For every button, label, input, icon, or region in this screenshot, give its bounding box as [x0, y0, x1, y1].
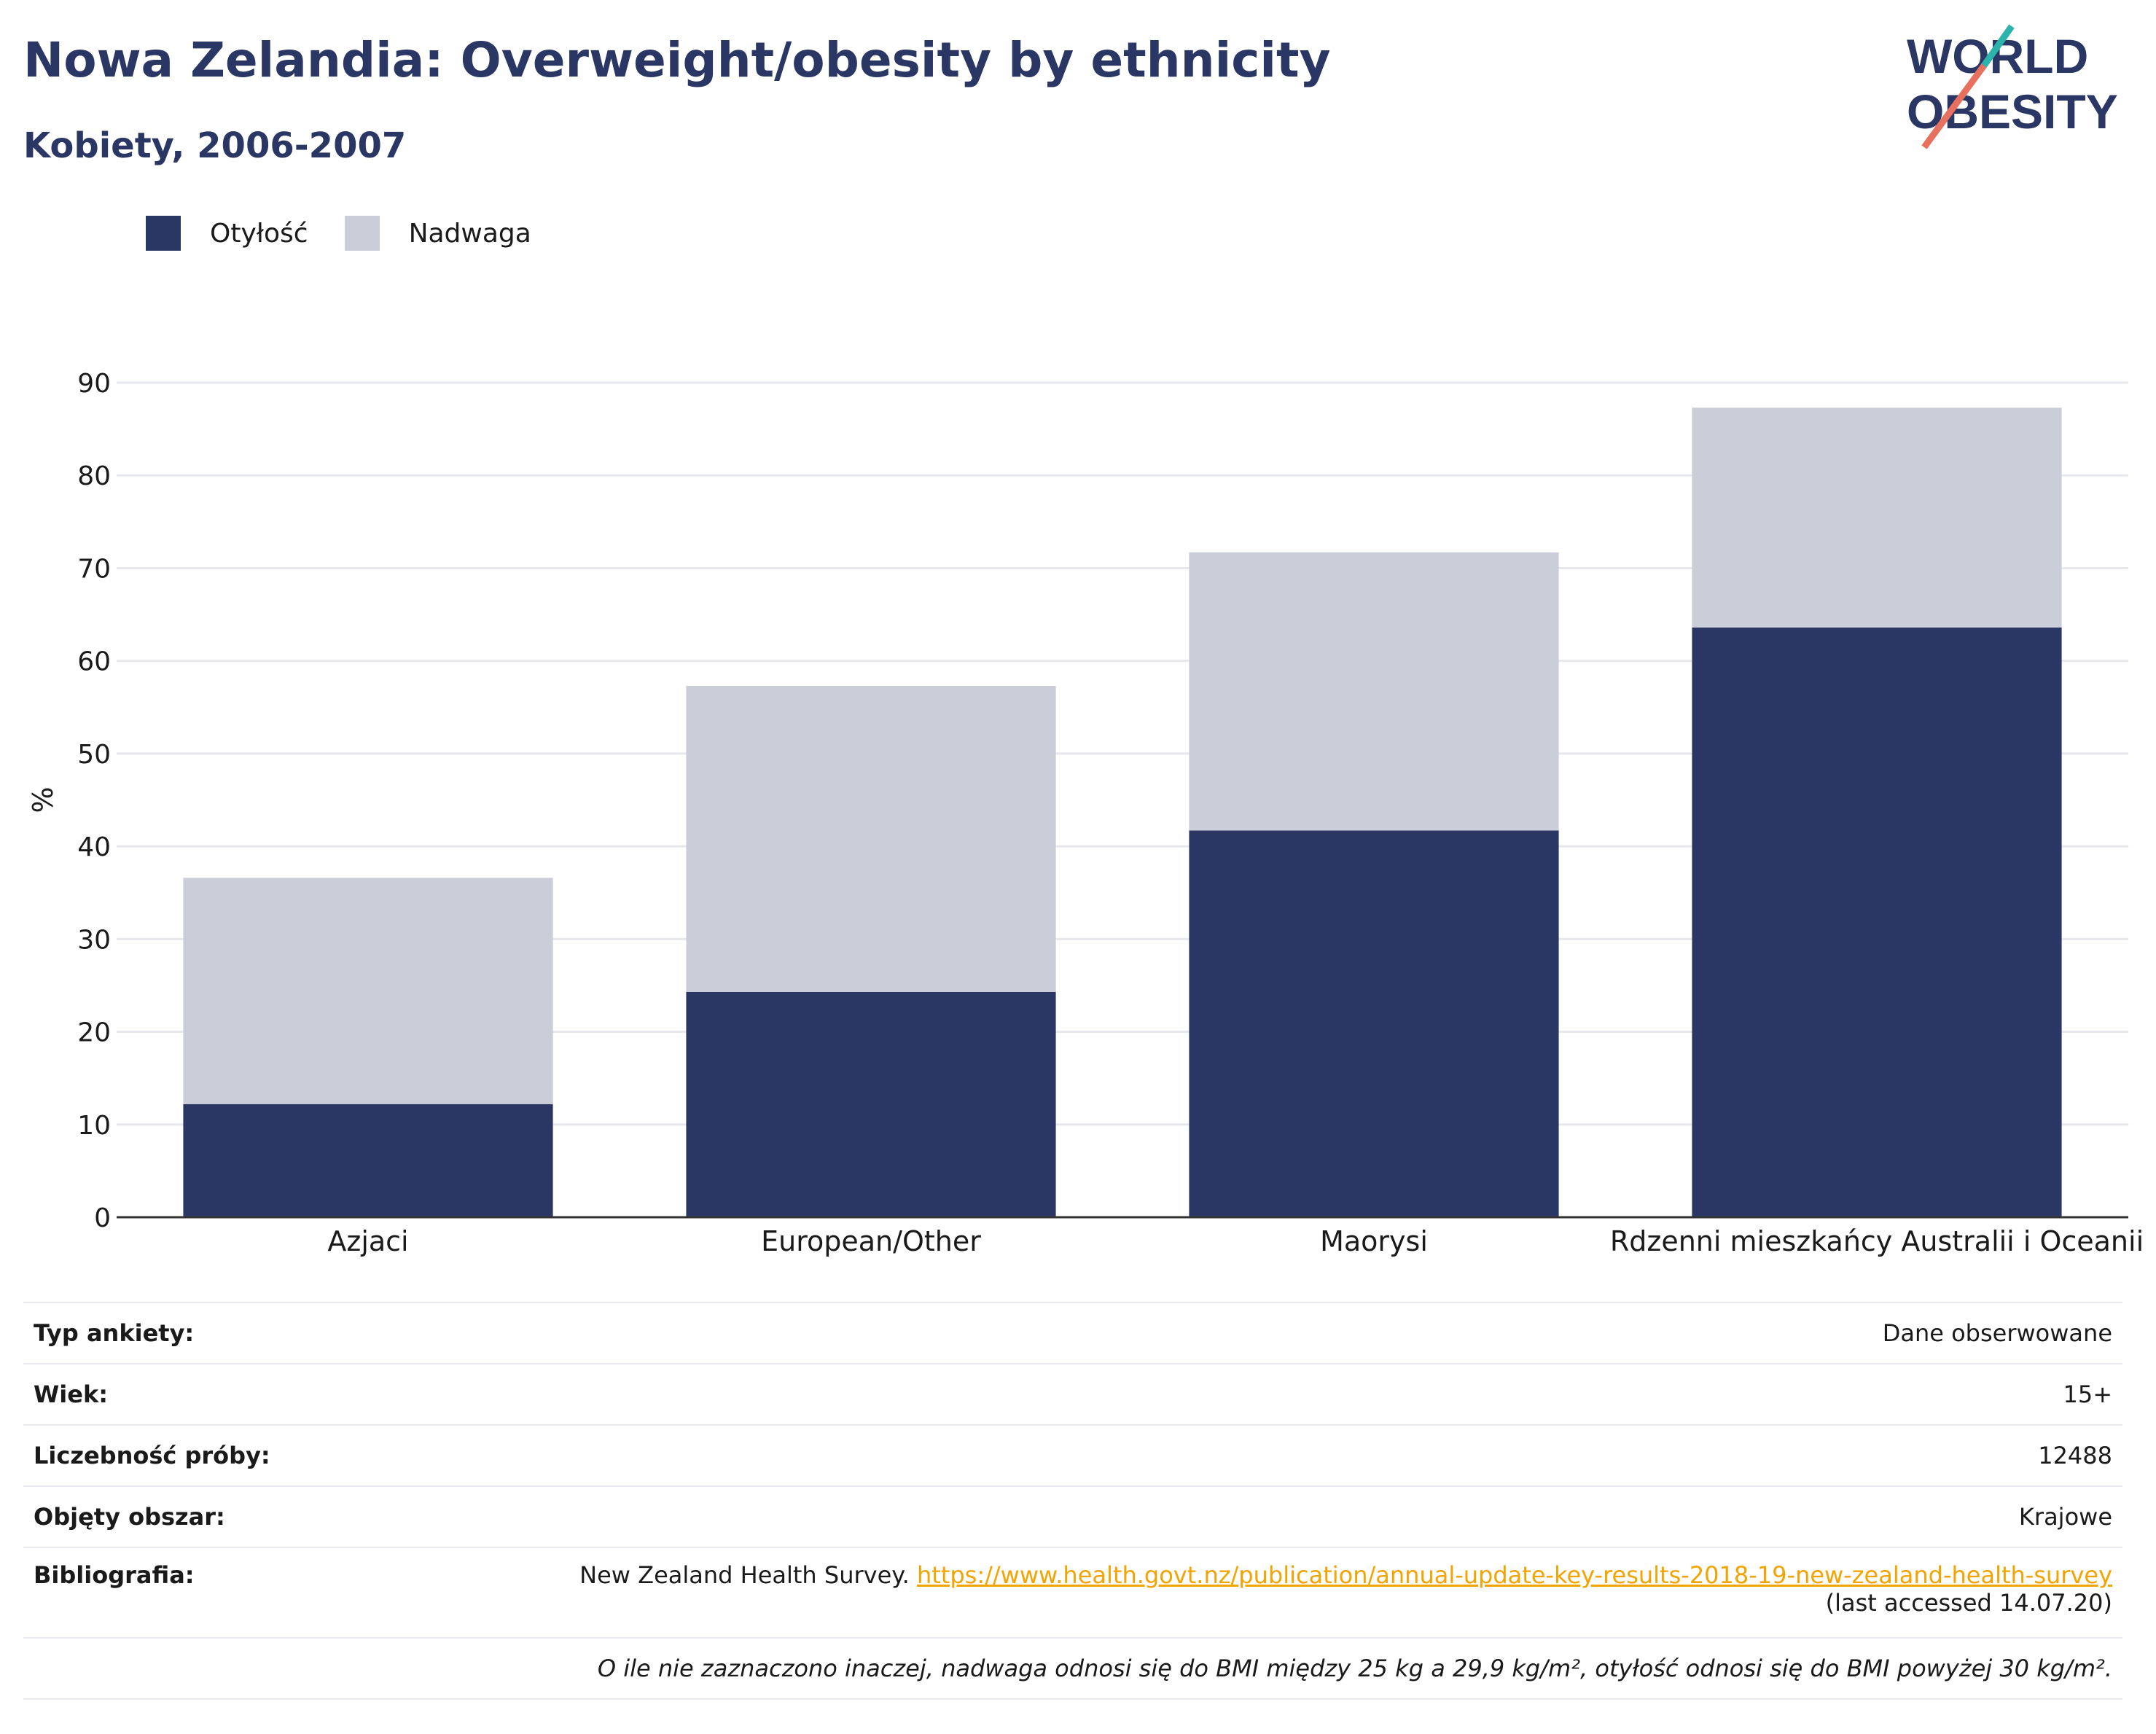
y-tick-label: 40: [77, 832, 111, 862]
y-tick-label: 60: [77, 647, 111, 677]
world-obesity-logo: WORLD OBESITY: [1907, 24, 2118, 149]
definition-note: O ile nie zaznaczono inaczej, nadwaga od…: [23, 1637, 2122, 1700]
info-table: Typ ankiety: Dane obserwowane Wiek: 15+ …: [23, 1302, 2122, 1700]
survey-type-value: Dane obserwowane: [321, 1302, 2122, 1364]
area-label: Objęty obszar:: [23, 1485, 322, 1547]
y-tick-labels: 0 10 20 30 40 50 60 70 80 90: [77, 369, 111, 1233]
legend-label-obesity: Otyłość: [210, 218, 308, 249]
info-row-sample: Liczebność próby: 12488: [23, 1424, 2122, 1486]
y-axis-label: %: [27, 786, 59, 813]
bar-obesity: [686, 991, 1056, 1217]
sample-value: 12488: [321, 1424, 2122, 1486]
bar-obesity: [1692, 627, 2062, 1217]
y-tick-label: 0: [94, 1203, 111, 1233]
bar-overweight: [1189, 552, 1559, 831]
y-tick-label: 70: [77, 554, 111, 584]
info-row-age: Wiek: 15+: [23, 1363, 2122, 1425]
bibliography-source: New Zealand Health Survey.: [579, 1561, 917, 1589]
legend-swatch-obesity: [146, 216, 181, 251]
y-tick-label: 80: [77, 461, 111, 491]
x-tick-label: Rdzenni mieszkańcy Australii i Oceanii: [1610, 1225, 2144, 1257]
bar-overweight: [1692, 407, 2062, 628]
x-tick-label: Azjaci: [327, 1225, 408, 1257]
bibliography-link[interactable]: https://www.health.govt.nz/publication/a…: [916, 1561, 2112, 1589]
legend-label-overweight: Nadwaga: [408, 218, 531, 249]
bar-chart: 0 10 20 30 40 50 60 70 80 90 Azjaci European/Other…: [27, 369, 2144, 1257]
bibliography-label: Bibliografia:: [23, 1547, 322, 1638]
chart-title: Nowa Zelandia: Overweight/obesity by eth…: [23, 32, 1331, 88]
info-row-note: O ile nie zaznaczono inaczej, nadwaga od…: [23, 1637, 2122, 1700]
bar-overweight: [183, 878, 553, 1104]
y-tick-label: 20: [77, 1018, 111, 1048]
survey-type-label: Typ ankiety:: [23, 1302, 322, 1364]
logo-slash-coral: [1921, 63, 1987, 149]
logo-word-world: WORLD: [1907, 29, 2088, 83]
bibliography-value: New Zealand Health Survey. https://www.h…: [321, 1547, 2122, 1638]
legend-item-obesity: Otyłość: [146, 216, 308, 251]
chart-legend: Otyłość Nadwaga: [146, 216, 568, 251]
y-tick-label: 30: [77, 925, 111, 955]
info-row-bibliography: Bibliografia: New Zealand Health Survey.…: [23, 1547, 2122, 1638]
logo-slash-teal: [1981, 24, 2015, 68]
x-tick-label: European/Other: [761, 1225, 981, 1257]
bars: [117, 407, 2128, 1219]
y-tick-label: 90: [77, 369, 111, 399]
bar-obesity: [1189, 830, 1559, 1217]
area-value: Krajowe: [321, 1485, 2122, 1547]
bibliography-accessed: (last accessed 14.07.20): [1825, 1589, 2112, 1617]
age-value: 15+: [321, 1363, 2122, 1425]
x-tick-labels: Azjaci European/Other Maorysi Rdzenni miesz…: [327, 1225, 2144, 1257]
y-tick-label: 10: [77, 1111, 111, 1141]
y-tick-label: 50: [77, 740, 111, 770]
x-tick-label: Maorysi: [1320, 1225, 1428, 1257]
bar-obesity: [183, 1104, 553, 1217]
legend-swatch-overweight: [344, 216, 380, 251]
sample-label: Liczebność próby:: [23, 1424, 322, 1486]
legend-item-overweight: Nadwaga: [344, 216, 531, 251]
logo-word-obesity: OBESITY: [1907, 85, 2118, 138]
info-row-survey-type: Typ ankiety: Dane obserwowane: [23, 1302, 2122, 1364]
bar-overweight: [686, 686, 1056, 992]
age-label: Wiek:: [23, 1363, 322, 1425]
chart-subtitle: Kobiety, 2006-2007: [23, 125, 407, 166]
info-row-area: Objęty obszar: Krajowe: [23, 1485, 2122, 1547]
